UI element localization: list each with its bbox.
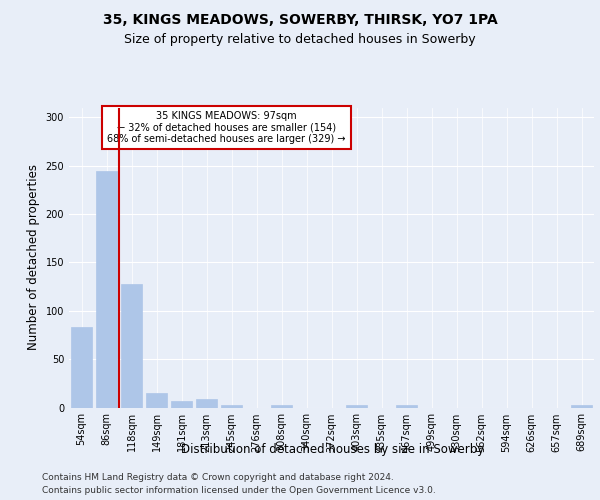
Bar [171,400,192,407]
Bar [96,172,117,408]
Bar [196,399,217,407]
Bar [221,404,242,407]
Bar [346,404,367,407]
Bar [571,404,592,407]
Y-axis label: Number of detached properties: Number of detached properties [27,164,40,350]
Text: Contains HM Land Registry data © Crown copyright and database right 2024.: Contains HM Land Registry data © Crown c… [42,472,394,482]
Text: 35, KINGS MEADOWS, SOWERBY, THIRSK, YO7 1PA: 35, KINGS MEADOWS, SOWERBY, THIRSK, YO7 … [103,12,497,26]
Bar [146,393,167,407]
Text: Size of property relative to detached houses in Sowerby: Size of property relative to detached ho… [124,32,476,46]
Bar [271,404,292,407]
Text: Contains public sector information licensed under the Open Government Licence v3: Contains public sector information licen… [42,486,436,495]
Bar [396,404,417,407]
Bar [121,284,142,408]
Bar [71,327,92,407]
Text: Distribution of detached houses by size in Sowerby: Distribution of detached houses by size … [181,442,485,456]
Text: 35 KINGS MEADOWS: 97sqm
← 32% of detached houses are smaller (154)
68% of semi-d: 35 KINGS MEADOWS: 97sqm ← 32% of detache… [107,110,346,144]
